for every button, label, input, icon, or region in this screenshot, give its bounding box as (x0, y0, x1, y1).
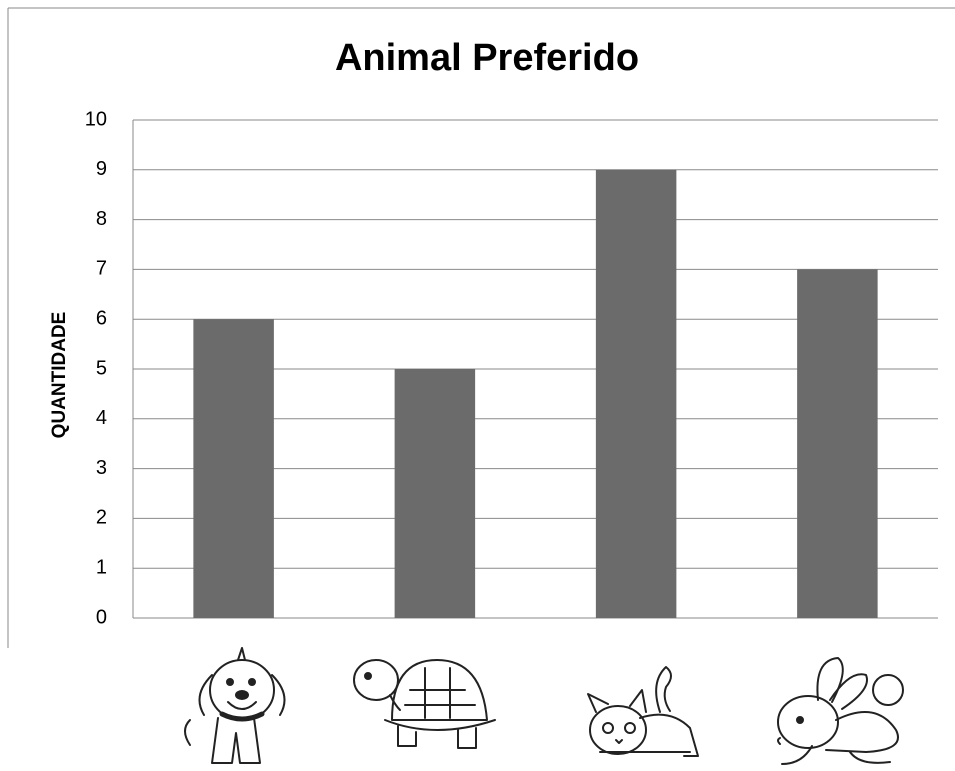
animal-pictures (184, 647, 904, 765)
bar (394, 369, 476, 618)
dog-picture (184, 647, 286, 764)
y-tick-label: 7 (96, 258, 107, 280)
y-tick-label: 2 (96, 507, 107, 529)
y-tick-label: 4 (96, 407, 107, 429)
bar (193, 319, 274, 618)
y-tick-label: 8 (96, 208, 107, 230)
y-tick-label: 3 (96, 457, 107, 479)
chart-title: Animal Preferido (335, 37, 639, 79)
y-tick-label: 0 (96, 606, 107, 628)
rabbit-picture (777, 657, 904, 765)
y-tick-label: 6 (96, 307, 107, 329)
bar (797, 269, 878, 618)
y-tick-label: 10 (85, 108, 107, 130)
y-tick-label: 5 (96, 357, 107, 379)
y-axis-label: QUANTIDADE (49, 312, 70, 439)
cat-picture (587, 666, 699, 757)
y-tick-label: 1 (96, 556, 107, 578)
y-tick-label: 9 (96, 158, 107, 180)
turtle-picture (353, 659, 496, 749)
bar (595, 169, 677, 619)
